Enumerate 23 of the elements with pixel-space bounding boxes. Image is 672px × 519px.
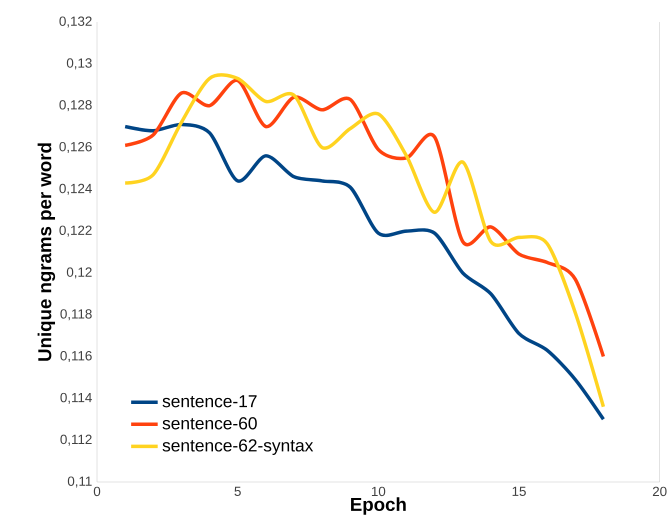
y-tick-label: 0,114	[60, 392, 92, 404]
y-tick-label: 0,112	[60, 434, 92, 446]
y-tick-label: 0,118	[60, 309, 92, 320]
y-tick-label: 0,122	[59, 226, 92, 237]
x-tick-label: 10	[372, 486, 386, 496]
y-tick-label: 0,126	[59, 142, 92, 153]
y-tick-label: 0,13	[66, 58, 92, 70]
y-tick-label: 0,12	[66, 267, 92, 278]
y-tick-label: 0,116	[60, 350, 92, 362]
x-tick-label: 20	[652, 486, 667, 496]
y-tick-label: 0,128	[59, 100, 92, 112]
y-tick-label: 0,124	[59, 184, 92, 195]
x-tick-label: 0	[94, 486, 100, 496]
line-series	[123, 78, 606, 358]
y-tick-label: 0,132	[59, 16, 92, 28]
legend-label: sentence-62-syntax	[162, 439, 314, 455]
x-tick-label: 15	[512, 486, 526, 496]
x-tick-label: 5	[234, 486, 241, 496]
legend-label: sentence-60	[162, 417, 257, 430]
y-axis-title: Unique ngrams per word	[38, 143, 56, 361]
x-axis-title: Epoch	[351, 497, 406, 515]
legend-label: sentence-17	[162, 395, 257, 408]
y-tick-label: 0,11	[68, 476, 92, 488]
